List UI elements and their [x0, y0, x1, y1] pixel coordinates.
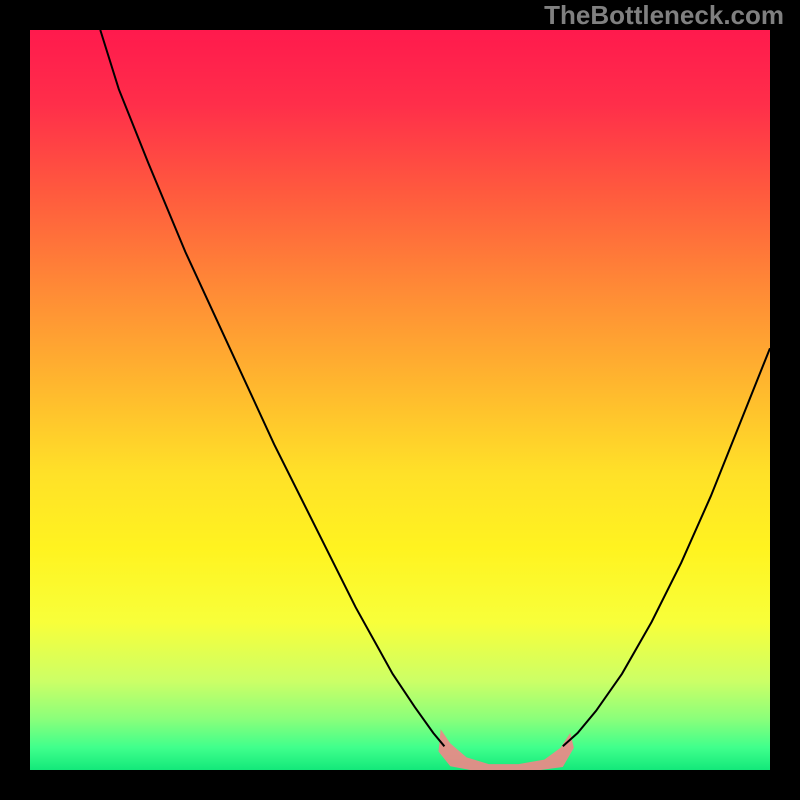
bottleneck-chart: [0, 0, 800, 800]
watermark-text: TheBottleneck.com: [544, 0, 784, 31]
plot-area: [30, 30, 770, 770]
chart-container: TheBottleneck.com: [0, 0, 800, 800]
